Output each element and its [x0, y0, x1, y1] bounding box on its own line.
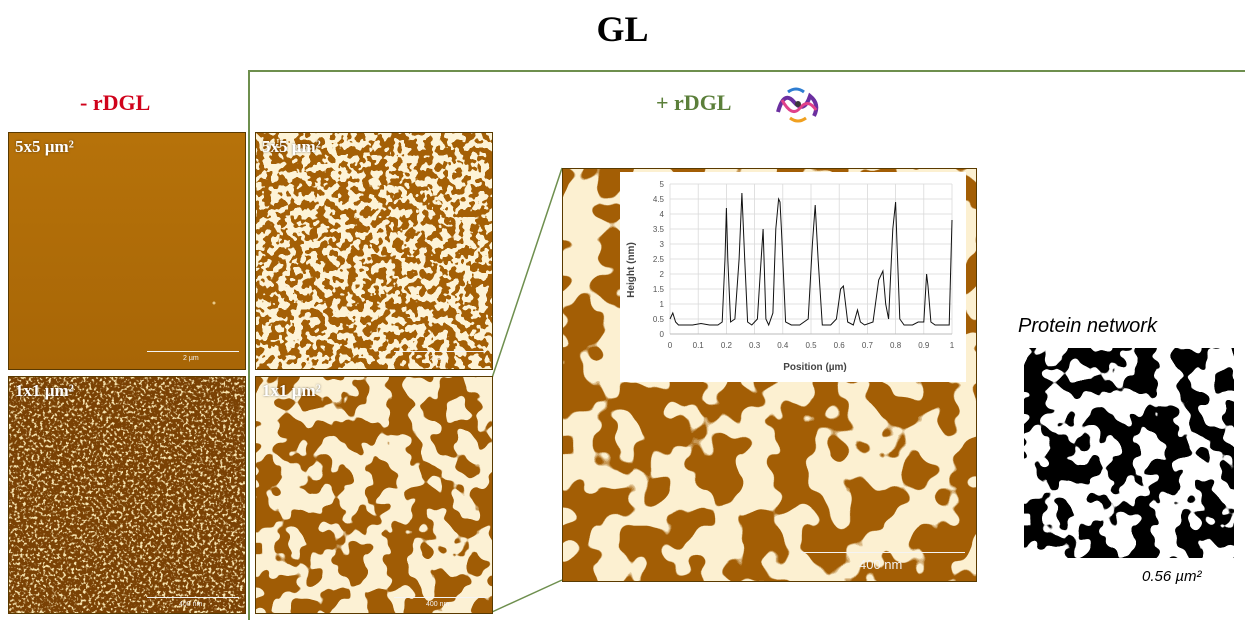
y-tick-label: 4.5	[653, 195, 665, 204]
height-profile-svg: 0 0.5 1 1.5 2 2.5 3 3.5 4 4.5 5 0 0.1 0.2 0.3 0.4 0.5 0.…	[626, 180, 955, 373]
afm-minus-5x5-label: 5x5 µm²	[15, 137, 74, 156]
afm-plus-1x1-panel: 1x1 µm² 400 nm	[255, 376, 493, 614]
afm-minus-5x5-image	[9, 133, 245, 369]
afm-plus-1x1-label: 1x1 µm²	[262, 381, 321, 400]
y-tick-label: 5	[660, 180, 665, 189]
afm-plus-5x5-label: 5x5 µm²	[262, 137, 321, 156]
scale-bar	[147, 351, 239, 352]
x-tick-label: 0.2	[721, 341, 733, 350]
scale-bar	[801, 552, 965, 553]
x-tick-label: 0	[668, 341, 673, 350]
minus-rdgl-label: - rDGL	[80, 90, 151, 115]
scale-bar-label: 400 nm	[426, 601, 450, 608]
y-tick-label: 3	[660, 240, 665, 249]
y-tick-label: 3.5	[653, 225, 665, 234]
afm-minus-5x5-panel: 5x5 µm² 2 µm	[8, 132, 246, 370]
x-axis-label: Position (µm)	[783, 362, 847, 373]
protein-network-image	[1024, 348, 1234, 558]
x-tick-label: 0.6	[834, 341, 846, 350]
x-tick-label: 0.3	[749, 341, 761, 350]
afm-plus-5x5-image	[256, 133, 492, 369]
y-axis-label: Height (nm)	[626, 242, 637, 298]
protein-network-title: Protein network	[1018, 315, 1157, 337]
y-tick-label: 1.5	[653, 285, 665, 294]
y-tick-label: 4	[660, 210, 665, 219]
group-divider-vertical	[248, 70, 250, 620]
x-tick-label: 1	[950, 341, 955, 350]
scale-bar-label: 400 nm	[179, 601, 203, 608]
x-tick-label: 0.1	[693, 341, 705, 350]
figure-title: GL	[596, 9, 649, 49]
x-tick-label: 0.9	[918, 341, 930, 350]
scale-bar	[394, 351, 486, 352]
y-tick-label: 0	[660, 330, 665, 339]
scale-bar-label: 2 µm	[430, 355, 446, 362]
scale-bar-label: 400 nm	[859, 557, 903, 572]
scale-bar-label: 2 µm	[183, 355, 199, 362]
plus-rdgl-label: + rDGL	[656, 90, 732, 115]
afm-plus-5x5-panel: 5x5 µm² 2 µm	[255, 132, 493, 370]
scale-bar	[394, 597, 486, 598]
x-tick-label: 0.7	[862, 341, 874, 350]
afm-minus-1x1-label: 1x1 µm²	[15, 381, 74, 400]
y-tick-label: 2.5	[653, 255, 665, 264]
x-tick-label: 0.4	[777, 341, 789, 350]
height-profile-line	[669, 192, 953, 327]
group-divider-horizontal	[248, 70, 1245, 72]
afm-minus-1x1-image	[9, 377, 245, 613]
y-tick-label: 2	[660, 270, 665, 279]
protein-network-area: 0.56 µm²	[1142, 568, 1202, 585]
y-tick-label: 0.5	[653, 315, 665, 324]
scale-bar	[147, 597, 239, 598]
x-tick-label: 0.5	[805, 341, 817, 350]
x-tick-label: 0.8	[890, 341, 902, 350]
afm-plus-1x1-image	[256, 377, 492, 613]
protein-structure-icon	[770, 82, 826, 126]
afm-minus-1x1-panel: 1x1 µm² 400 nm	[8, 376, 246, 614]
height-profile-chart: 0 0.5 1 1.5 2 2.5 3 3.5 4 4.5 5 0 0.1 0.2 0.3 0.4 0.5 0.…	[620, 172, 966, 382]
y-tick-label: 1	[660, 300, 665, 309]
